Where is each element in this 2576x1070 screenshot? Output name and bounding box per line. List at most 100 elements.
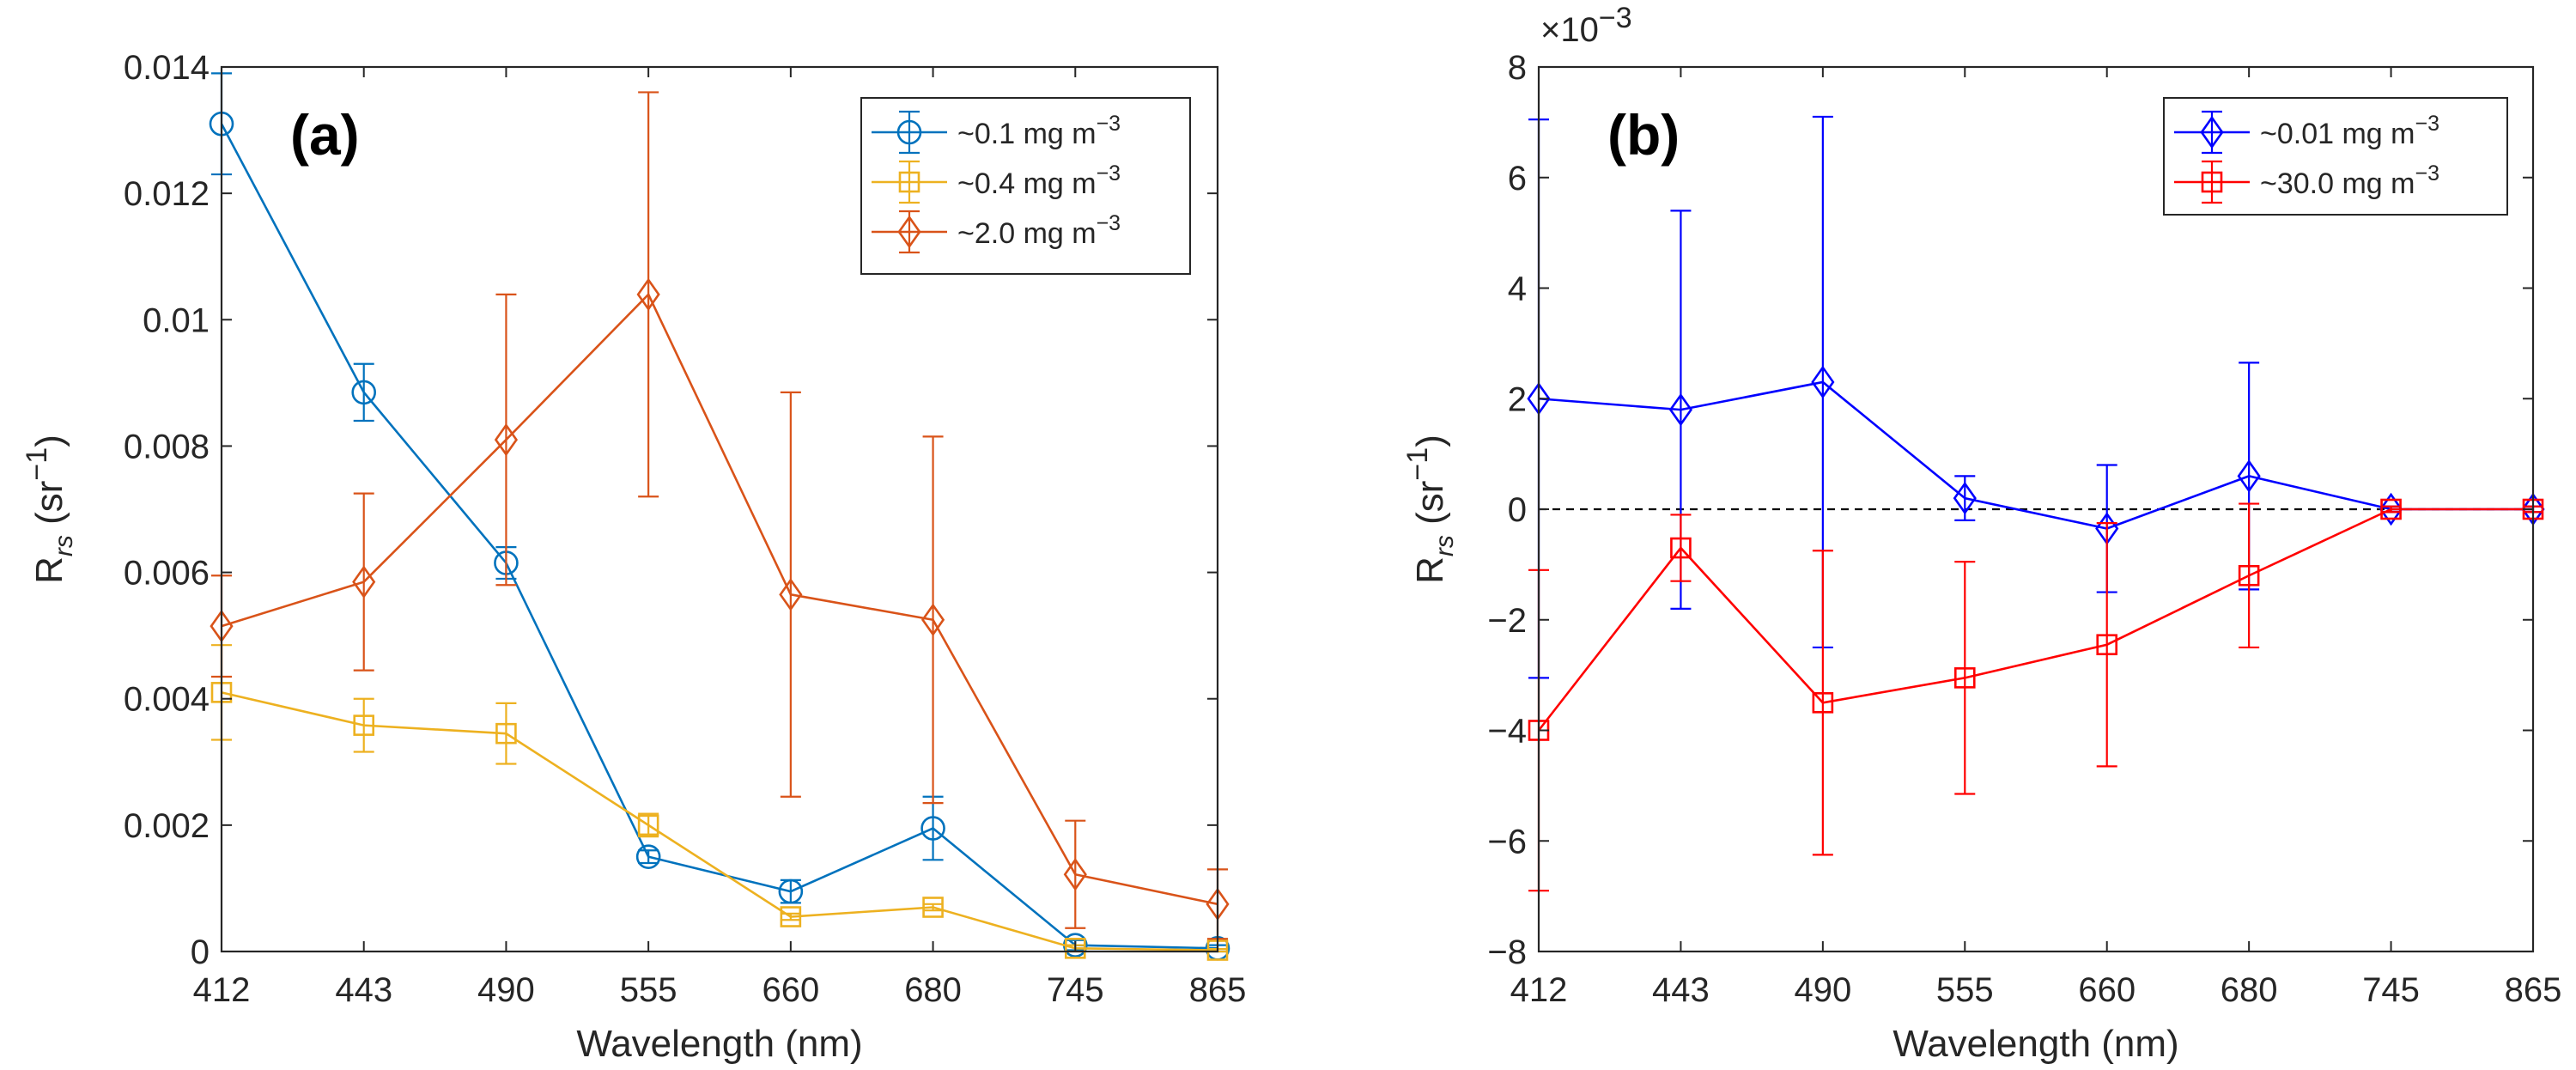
x-tick-label: 555 — [620, 971, 677, 1009]
data-point — [494, 423, 519, 457]
series-2 — [210, 91, 1230, 940]
data-point — [2238, 564, 2260, 587]
y-label-subscript: rs — [1431, 535, 1459, 556]
y-tick-label: 8 — [1508, 49, 1527, 87]
x-tick-label: 660 — [2078, 971, 2136, 1009]
multiplier-base: ×10 — [1540, 11, 1599, 49]
series-line — [1538, 380, 2533, 530]
series-0 — [209, 72, 1230, 961]
x-tick-label: 412 — [193, 971, 251, 1009]
x-tick-label: 555 — [1936, 971, 1994, 1009]
legend-item-0: ~0.1 mg m−3 — [872, 110, 1121, 155]
y-label-unit: (sr — [28, 481, 70, 536]
y-tick-label: 0.002 — [124, 807, 210, 845]
y-label-subscript: rs — [50, 535, 78, 556]
legend-box — [860, 97, 1191, 275]
x-tick-label: 490 — [1794, 971, 1851, 1009]
legend-marker — [897, 215, 921, 249]
y-label-unit-exponent: −1 — [21, 447, 53, 481]
data-point — [1668, 392, 1693, 427]
data-point — [779, 578, 803, 611]
x-tick-label: 443 — [335, 971, 392, 1009]
panel-a: 412 443 490 555 660 680 745 865 0 0.002 0.004 0.006… — [21, 49, 1246, 1065]
y-tick-label: 0.004 — [124, 681, 210, 719]
data-point — [1064, 938, 1086, 959]
data-point — [637, 814, 659, 836]
legend-label-text: ~0.4 mg m — [957, 167, 1097, 200]
data-point — [2379, 492, 2403, 526]
data-point — [920, 816, 945, 841]
legend-label-exponent: −3 — [1097, 211, 1121, 235]
legend-label-text: ~0.01 mg m — [2260, 118, 2415, 150]
y-tick-label: 0.012 — [124, 175, 210, 213]
data-point — [1063, 857, 1087, 891]
panel-label: (a) — [290, 103, 360, 167]
x-tick-label: 660 — [762, 971, 819, 1009]
x-tick-label: 680 — [2221, 971, 2278, 1009]
data-point — [351, 380, 377, 405]
y-tick-label: 0.014 — [124, 49, 210, 87]
y-tick-label: 0.008 — [124, 428, 210, 465]
x-tick-label: 865 — [1189, 971, 1247, 1009]
legend-marker — [896, 119, 922, 145]
data-point — [1953, 481, 1977, 515]
x-axis-label: Wavelength (nm) — [576, 1023, 862, 1065]
legend-label: ~0.1 mg m−3 — [957, 112, 1121, 150]
series-line — [221, 292, 1218, 906]
panel-b: 412 443 490 555 660 680 745 865 −8 −6 −4 −2 0 2 4 6 8 ×10… — [1401, 2, 2561, 1065]
y-axis-multiplier: ×10−3 — [1540, 2, 1632, 49]
data-point — [920, 603, 945, 637]
y-tick-label: 2 — [1508, 380, 1527, 418]
legend: ~0.1 mg m−3~0.4 mg m−3~2.0 mg m−3 — [860, 97, 1191, 275]
legend-label-exponent: −3 — [1097, 161, 1121, 185]
legend-label-exponent: −3 — [2415, 112, 2439, 136]
panel-label: (b) — [1607, 103, 1680, 167]
series-line — [221, 691, 1218, 951]
y-label-base: R — [1409, 556, 1451, 584]
x-tick-label: 865 — [2505, 971, 2562, 1009]
data-point — [1811, 365, 1835, 399]
y-axis-label: Rrs (sr−1) — [1401, 435, 1459, 584]
legend: ~0.01 mg m−3~30.0 mg m−3 — [2163, 97, 2508, 216]
data-point — [2096, 634, 2118, 656]
legend-label-exponent: −3 — [2415, 161, 2439, 185]
y-tick-label: 0.006 — [124, 555, 210, 593]
y-tick-label: 4 — [1508, 271, 1527, 308]
x-tick-label: 745 — [2362, 971, 2420, 1009]
legend-label: ~30.0 mg m−3 — [2260, 161, 2439, 200]
x-tick-label: 443 — [1652, 971, 1710, 1009]
y-tick-label: −4 — [1487, 713, 1527, 751]
data-point — [2237, 459, 2261, 493]
legend-marker — [2200, 115, 2224, 149]
legend-marker — [2201, 171, 2223, 193]
data-point — [352, 565, 376, 599]
data-point — [495, 722, 517, 745]
legend-label-text: ~30.0 mg m — [2260, 167, 2415, 200]
legend-box — [2163, 97, 2508, 216]
data-point — [780, 906, 802, 927]
legend-marker — [898, 171, 920, 193]
data-point — [635, 844, 661, 869]
legend-item-1: ~0.4 mg m−3 — [872, 160, 1121, 204]
x-tick-label: 745 — [1047, 971, 1104, 1009]
y-tick-label: −2 — [1487, 602, 1527, 640]
y-axis-label: Rrs (sr−1) — [21, 435, 78, 584]
x-tick-label: 412 — [1510, 971, 1568, 1009]
series-line — [220, 123, 1218, 950]
axes-box — [220, 65, 1219, 953]
series-1 — [210, 644, 1229, 961]
multiplier-exponent: −3 — [1599, 2, 1632, 34]
x-tick-label: 490 — [477, 971, 535, 1009]
series-line — [1537, 508, 2533, 732]
legend-item-1: ~30.0 mg m−3 — [2174, 160, 2439, 204]
y-label-base: R — [28, 556, 70, 584]
y-tick-label: 0.01 — [143, 301, 210, 339]
legend-label-text: ~0.1 mg m — [957, 118, 1097, 150]
legend-label-text: ~2.0 mg m — [957, 217, 1097, 250]
data-point — [2380, 498, 2402, 520]
y-tick-label: 6 — [1508, 160, 1527, 198]
data-point — [922, 897, 944, 918]
y-label-unit: (sr — [1409, 481, 1451, 536]
legend-item-0: ~0.01 mg m−3 — [2174, 110, 2439, 155]
